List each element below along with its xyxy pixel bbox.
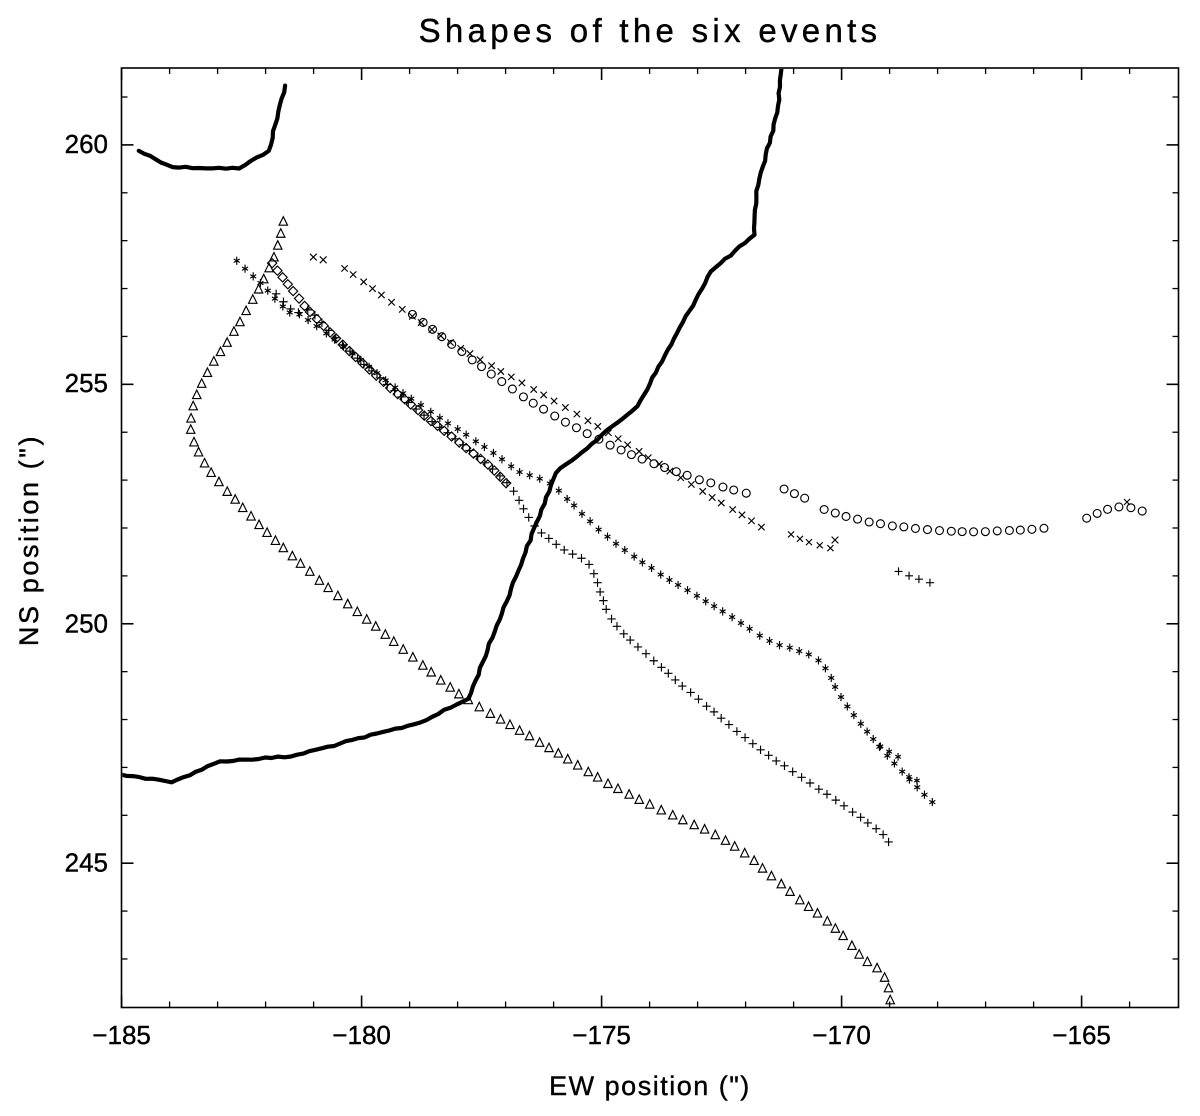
svg-text:−170: −170 xyxy=(812,1020,871,1050)
svg-text:260: 260 xyxy=(65,129,108,159)
svg-text:−175: −175 xyxy=(572,1020,631,1050)
svg-text:NS position ("): NS position (") xyxy=(14,434,44,646)
svg-text:255: 255 xyxy=(65,368,108,398)
svg-text:−165: −165 xyxy=(1052,1020,1111,1050)
svg-text:245: 245 xyxy=(65,848,108,878)
svg-text:−180: −180 xyxy=(332,1020,391,1050)
svg-text:250: 250 xyxy=(65,609,108,639)
svg-text:−185: −185 xyxy=(92,1020,151,1050)
svg-text:EW position ("): EW position (") xyxy=(549,1071,751,1101)
svg-text:Shapes of the six events: Shapes of the six events xyxy=(419,12,882,49)
